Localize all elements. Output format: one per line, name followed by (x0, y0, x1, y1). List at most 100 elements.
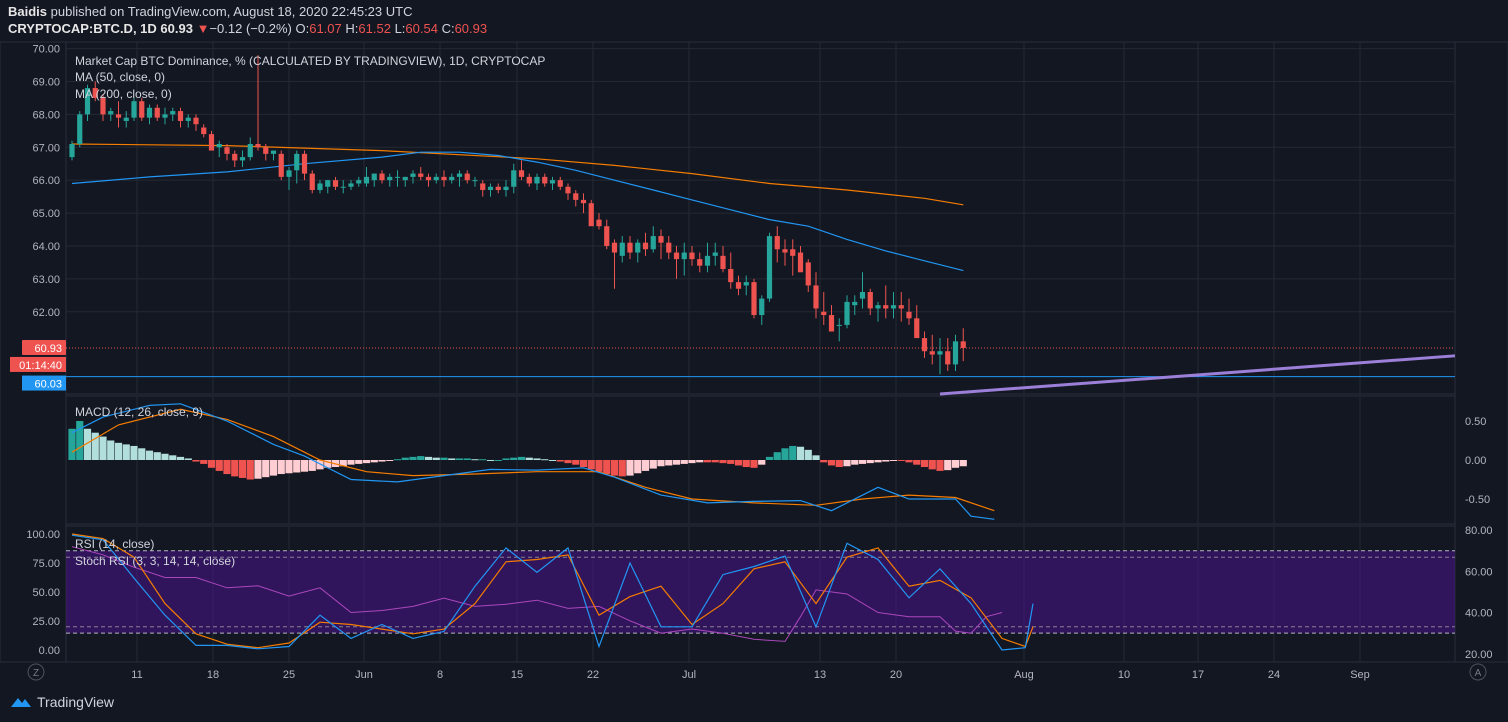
macd-histogram-bar (951, 460, 960, 468)
candle-body (906, 311, 912, 319)
candle-body (201, 127, 207, 135)
low-label: L: (394, 21, 406, 36)
candle-body (208, 134, 215, 151)
candle-body (549, 180, 556, 184)
macd-histogram-bar (533, 458, 541, 460)
candle-body (294, 153, 300, 171)
candle-body (123, 117, 129, 121)
candle-body (836, 324, 842, 326)
macd-histogram-bar (897, 460, 905, 461)
candle-body (534, 176, 540, 184)
stoch-legend: Stoch RSI (3, 3, 14, 14, close) (75, 554, 235, 568)
macd-histogram-bar (153, 452, 161, 460)
macd-histogram-bar (355, 460, 363, 464)
macd-histogram-bar (928, 460, 936, 470)
candle-body (185, 117, 191, 121)
macd-histogram-bar (300, 460, 309, 472)
macd-histogram-bar (765, 456, 774, 460)
macd-histogram-bar (238, 460, 247, 478)
zoom-z-button[interactable]: Z (33, 668, 39, 679)
x-tick-label: 20 (890, 669, 902, 681)
candle-body (115, 114, 122, 118)
candle-body (456, 173, 463, 177)
macd-histogram-bar (432, 457, 440, 460)
macd-histogram-bar (262, 460, 270, 478)
macd-histogram-bar (874, 460, 882, 463)
candle-body (325, 180, 331, 187)
x-tick-label: 15 (511, 669, 523, 681)
candle-body (697, 259, 703, 266)
macd-histogram-bar (324, 460, 332, 468)
rsi-band (66, 550, 1455, 634)
macd-histogram-bar (719, 460, 727, 464)
macd-histogram-bar (936, 460, 944, 471)
macd-histogram-bar (494, 460, 502, 461)
rsi-line (71, 546, 1003, 642)
candle-body (239, 157, 246, 161)
macd-histogram-bar (851, 460, 859, 465)
macd-histogram-bar (114, 442, 123, 460)
candle-body (743, 282, 749, 286)
macd-histogram-bar (835, 460, 843, 468)
candle-body (278, 153, 284, 177)
x-tick-label: 8 (437, 669, 443, 681)
symbol-name[interactable]: CRYPTOCAP:BTC.D, 1D (8, 21, 157, 36)
auto-scale-a-button[interactable]: A (1475, 668, 1482, 679)
candle-body (914, 318, 920, 339)
hline-badge: 60.03 (34, 379, 62, 391)
candle-body (263, 147, 269, 154)
price-tick-label: 62.00 (32, 307, 60, 319)
candle-body (332, 180, 339, 187)
macd-histogram-bar (688, 460, 696, 464)
candle-body (735, 282, 742, 289)
candle-body (588, 203, 594, 227)
stoch-tick-label: 0.00 (39, 645, 60, 657)
candle-body (216, 143, 222, 148)
candle-body (766, 236, 773, 299)
candle-body (363, 176, 370, 184)
price-tick-label: 67.00 (32, 142, 60, 154)
zoom-z-button-ring[interactable] (27, 663, 45, 681)
candle-body (859, 292, 866, 299)
candle-body (518, 170, 525, 177)
candle-body (379, 173, 385, 181)
candle-body (890, 305, 897, 309)
candle-body (77, 114, 83, 144)
macd-histogram-bar (246, 460, 254, 480)
symbol-line: CRYPTOCAP:BTC.D, 1D 60.93 ▼−0.12 (−0.2%)… (8, 21, 487, 36)
candle-body (774, 236, 780, 250)
candle-body (177, 111, 184, 121)
price-tick-label: 70.00 (32, 44, 60, 56)
macd-histogram-bar (479, 459, 487, 461)
candle-body (619, 242, 625, 256)
macd-tick-label: -0.50 (1465, 494, 1490, 506)
change-arrow-icon: ▼ (196, 21, 210, 36)
high-value: 61.52 (358, 21, 391, 36)
macd-histogram-bar (773, 452, 781, 460)
candle-body (604, 226, 610, 246)
price-tick-label: 65.00 (32, 208, 60, 220)
macd-histogram-bar (750, 460, 758, 468)
x-tick-label: Jun (355, 669, 373, 681)
candle-body (782, 249, 788, 253)
macd-histogram-bar (595, 460, 603, 472)
candle-body (511, 170, 517, 187)
macd-histogram-bar (727, 460, 735, 464)
brand-footer[interactable]: TradingView (10, 694, 114, 710)
rsi-tick-label: 40.00 (1465, 608, 1493, 620)
candle-body (154, 107, 160, 118)
stoch-tick-label: 50.00 (32, 587, 60, 599)
macd-histogram-bar (223, 460, 231, 475)
macd-histogram-bar (781, 448, 789, 460)
macd-histogram-bar (130, 445, 138, 460)
candle-body (828, 315, 835, 332)
auto-scale-a-button-ring[interactable] (1469, 663, 1487, 681)
candle-body (402, 176, 408, 181)
ma200-line (71, 143, 964, 206)
candle-body (92, 88, 98, 98)
candle-body (689, 252, 695, 260)
x-tick-label: Jul (682, 669, 696, 681)
macd-histogram-bar (463, 458, 471, 460)
stoch-tick-label: 25.00 (32, 616, 60, 628)
